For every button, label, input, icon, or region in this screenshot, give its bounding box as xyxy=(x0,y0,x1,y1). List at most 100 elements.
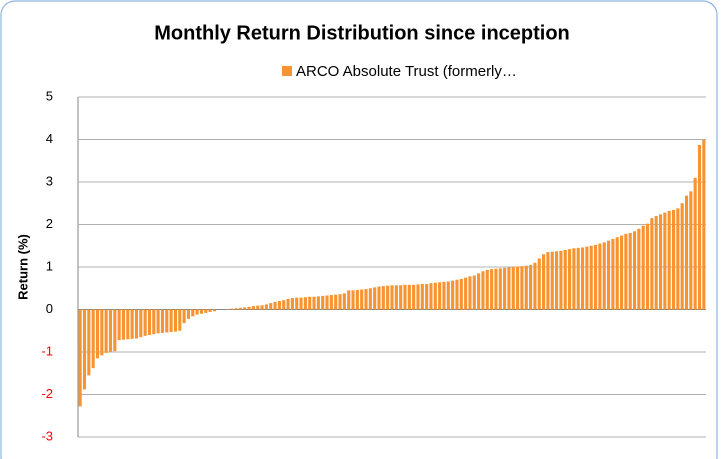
bar xyxy=(490,269,494,310)
legend-swatch xyxy=(282,66,292,76)
bar xyxy=(667,210,671,310)
bar xyxy=(199,309,203,314)
bar xyxy=(290,298,294,310)
bar xyxy=(658,214,663,310)
bar xyxy=(420,284,424,310)
bar xyxy=(641,225,645,310)
bar xyxy=(191,309,195,317)
bar xyxy=(650,218,654,310)
bar xyxy=(429,283,433,310)
bar xyxy=(139,309,143,338)
bar xyxy=(351,290,355,310)
bar xyxy=(507,267,511,310)
bar xyxy=(195,309,199,315)
bar xyxy=(468,276,472,310)
bar xyxy=(619,235,624,310)
y-tick-label: -3 xyxy=(41,428,53,443)
bar xyxy=(585,246,589,310)
bar xyxy=(334,294,338,310)
bar xyxy=(264,304,268,310)
bar xyxy=(511,267,515,310)
chart-title: Monthly Return Distribution since incept… xyxy=(154,22,570,44)
bar xyxy=(624,233,628,310)
bar xyxy=(390,285,394,310)
bar xyxy=(425,284,429,310)
bar xyxy=(459,278,463,310)
bar xyxy=(256,305,260,310)
bar xyxy=(503,267,507,310)
bar xyxy=(160,309,165,333)
bar xyxy=(550,251,554,310)
bar xyxy=(377,286,381,310)
bar xyxy=(186,309,191,319)
bar xyxy=(130,309,134,339)
bar xyxy=(134,309,139,339)
bar xyxy=(251,306,255,310)
bar xyxy=(451,280,455,310)
bar xyxy=(481,271,485,310)
bar xyxy=(606,240,611,310)
bar xyxy=(637,228,641,310)
bar xyxy=(282,300,286,310)
bar xyxy=(412,284,416,310)
bar xyxy=(632,231,637,310)
y-tick-label: -1 xyxy=(41,343,53,358)
bar xyxy=(152,309,156,335)
y-tick-label: 1 xyxy=(46,258,53,273)
bar xyxy=(546,252,550,310)
bar xyxy=(381,286,385,310)
bar xyxy=(147,309,152,335)
bar xyxy=(498,268,502,310)
y-tick-label: -2 xyxy=(41,386,53,401)
bar xyxy=(559,250,563,310)
bar xyxy=(208,309,212,313)
bar xyxy=(82,309,87,390)
y-tick-label: 2 xyxy=(46,216,53,231)
bar xyxy=(563,250,567,310)
bar xyxy=(364,289,368,310)
bar xyxy=(295,297,299,310)
bar xyxy=(671,210,676,310)
bar xyxy=(373,287,377,310)
bar xyxy=(299,297,303,310)
bar xyxy=(169,309,173,333)
bar xyxy=(472,275,476,310)
bar xyxy=(182,309,186,324)
bar xyxy=(676,208,680,310)
bar xyxy=(126,309,130,340)
bar xyxy=(91,309,95,369)
bar xyxy=(568,249,572,310)
bar xyxy=(394,285,398,310)
bar xyxy=(342,293,346,310)
bar xyxy=(611,238,615,310)
bar xyxy=(516,266,520,310)
bar xyxy=(117,309,121,341)
bar xyxy=(572,248,576,310)
bar xyxy=(113,309,117,352)
bar xyxy=(316,296,320,310)
bar xyxy=(589,245,593,310)
bar xyxy=(234,308,238,310)
bar xyxy=(403,284,407,310)
bar xyxy=(204,309,208,313)
bar xyxy=(338,294,342,310)
bar xyxy=(663,212,667,310)
bar xyxy=(477,273,481,310)
bar xyxy=(247,306,251,310)
bar xyxy=(693,177,697,310)
bar xyxy=(230,308,234,310)
bar xyxy=(399,285,403,310)
bar xyxy=(593,244,598,310)
bar xyxy=(325,295,329,310)
bar xyxy=(243,307,247,310)
bar xyxy=(433,282,437,310)
bar xyxy=(238,307,242,310)
bar xyxy=(494,268,498,310)
bar xyxy=(485,269,489,310)
bar xyxy=(702,139,706,310)
bar xyxy=(524,265,528,310)
bar xyxy=(178,309,182,331)
bar xyxy=(212,309,216,312)
